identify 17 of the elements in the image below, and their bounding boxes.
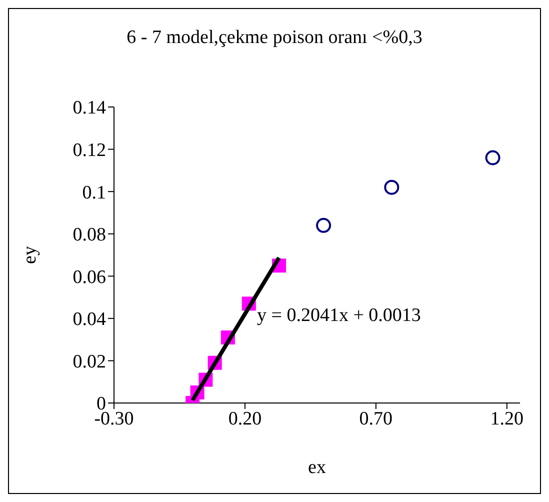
chart-title: 6 - 7 model,çekme poison oranı <%0,3 bbox=[126, 27, 424, 50]
annotation: y = 0.2041x + 0.0013 bbox=[257, 305, 421, 327]
y-tick-label: 0.14 bbox=[72, 98, 106, 119]
y-axis-title: ey bbox=[20, 246, 41, 264]
x-tick-label: 0.70 bbox=[359, 408, 393, 430]
x-axis-title: ex bbox=[308, 457, 326, 478]
point bbox=[485, 150, 500, 166]
point bbox=[384, 180, 400, 195]
y-tick-label: 0.1 bbox=[82, 182, 106, 204]
y-tick-label: 0.06 bbox=[72, 266, 106, 288]
x-tick-label: 0.20 bbox=[228, 408, 262, 430]
point bbox=[316, 218, 332, 233]
y-tick-label: 0.12 bbox=[72, 140, 106, 162]
x-tick-label: 1.20 bbox=[490, 408, 524, 430]
y-tick-label: 0.02 bbox=[72, 351, 106, 372]
y-tick-label: 0.08 bbox=[72, 224, 106, 246]
y-tick-label: 0.04 bbox=[72, 309, 106, 330]
